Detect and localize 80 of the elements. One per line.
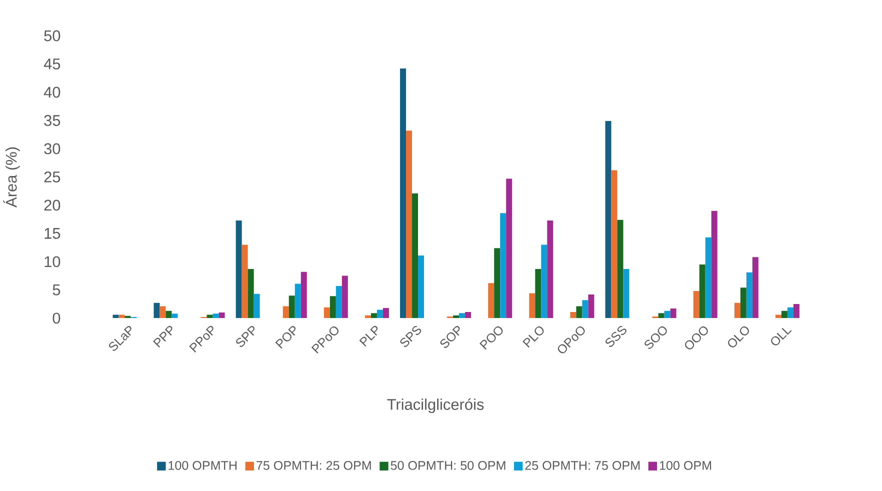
bar xyxy=(693,290,700,318)
bar xyxy=(418,255,424,318)
bar xyxy=(160,306,166,318)
bar xyxy=(705,237,712,318)
bar xyxy=(288,295,295,318)
legend-label: 25 OPMTH: 75 OPM xyxy=(525,460,640,470)
bar xyxy=(793,304,800,318)
bar xyxy=(212,314,219,318)
bar xyxy=(529,293,536,318)
bar xyxy=(541,244,548,318)
x-axis-title: Triacilgliceróis xyxy=(387,398,484,413)
bar xyxy=(570,312,576,318)
bar xyxy=(588,294,594,318)
bar xyxy=(494,248,500,318)
bar xyxy=(611,170,618,318)
bar xyxy=(623,268,630,318)
y-tick-label: 25 xyxy=(44,171,60,182)
bar xyxy=(248,268,254,318)
bar xyxy=(670,308,676,318)
bar xyxy=(500,212,506,318)
y-tick-label: 45 xyxy=(44,58,60,70)
bar xyxy=(465,312,472,318)
bar xyxy=(294,284,301,318)
bar xyxy=(370,312,377,318)
y-tick-label: 10 xyxy=(44,256,60,268)
bar xyxy=(547,220,554,318)
bar xyxy=(576,306,582,318)
y-tick-label: 0 xyxy=(52,312,60,324)
bar xyxy=(752,257,758,318)
y-tick-label: 5 xyxy=(52,284,60,296)
bar xyxy=(330,296,336,318)
bar xyxy=(336,286,342,318)
bar xyxy=(459,312,466,318)
bar xyxy=(324,307,330,318)
bar xyxy=(282,306,289,318)
x-tick-label: SSS xyxy=(606,326,626,347)
x-tick-label: OLL xyxy=(771,328,792,346)
bar xyxy=(488,283,494,318)
bar xyxy=(711,210,718,318)
y-tick-label: 50 xyxy=(44,30,60,42)
bar xyxy=(242,244,248,318)
y-tick-label: 40 xyxy=(44,86,60,98)
bar xyxy=(535,268,542,318)
bar xyxy=(617,220,624,318)
bar xyxy=(254,294,260,318)
y-tick-label: 30 xyxy=(44,143,60,154)
x-tick-label: SPP xyxy=(236,326,254,347)
legend-label: 50 OPMTH: 50 OPM xyxy=(390,460,506,470)
x-tick-label: SPS xyxy=(400,326,422,347)
y-tick-label: 20 xyxy=(44,200,60,211)
bar xyxy=(382,308,389,318)
bar xyxy=(787,307,794,318)
bar xyxy=(658,312,664,318)
legend-label: 100 OPMTH xyxy=(168,460,237,470)
bar xyxy=(376,310,383,318)
bar xyxy=(734,302,740,318)
bar xyxy=(406,130,412,318)
y-tick-label: 35 xyxy=(44,114,60,126)
bar xyxy=(154,302,160,318)
bar xyxy=(506,178,512,318)
bar xyxy=(218,312,225,318)
bar xyxy=(412,193,418,318)
y-axis-title: Área (%) xyxy=(3,147,20,208)
bar xyxy=(664,310,670,318)
bar xyxy=(400,68,406,318)
bar xyxy=(166,310,172,318)
bar xyxy=(582,300,588,318)
bar xyxy=(605,120,612,318)
bar xyxy=(699,264,706,318)
bar xyxy=(740,288,746,318)
legend-label: 100 OPM xyxy=(660,460,712,470)
legend-label: 75 OPMTH: 25 OPM xyxy=(256,460,371,470)
bar xyxy=(781,310,788,318)
x-tick-label: PLP xyxy=(359,326,378,346)
y-tick-label: 15 xyxy=(44,228,60,239)
bar xyxy=(342,276,348,318)
bar xyxy=(172,314,178,318)
bar xyxy=(300,272,307,318)
bar xyxy=(746,272,752,318)
bar xyxy=(236,220,242,318)
